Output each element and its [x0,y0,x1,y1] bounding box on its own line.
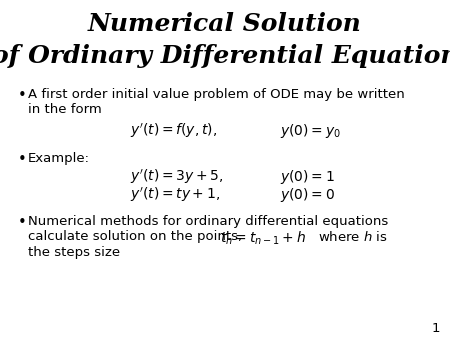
Text: $y(0) = 1$: $y(0) = 1$ [280,168,335,186]
Text: where $h$ is: where $h$ is [318,230,388,244]
Text: •: • [18,215,27,230]
Text: $t_n = t_{n-1} + h$: $t_n = t_{n-1} + h$ [220,230,306,247]
Text: Example:: Example: [28,152,90,165]
Text: $y'(t) = f(y, t),$: $y'(t) = f(y, t),$ [130,122,217,140]
Text: $y'(t) = 3y + 5,$: $y'(t) = 3y + 5,$ [130,168,224,186]
Text: $y(0) = y_0$: $y(0) = y_0$ [280,122,341,140]
Text: calculate solution on the points,: calculate solution on the points, [28,230,242,243]
Text: the steps size: the steps size [28,246,120,259]
Text: $y'(t) = ty + 1,$: $y'(t) = ty + 1,$ [130,186,220,204]
Text: •: • [18,88,27,103]
Text: •: • [18,152,27,167]
Text: Numerical Solution: Numerical Solution [88,12,362,36]
Text: in the form: in the form [28,103,102,116]
Text: Numerical methods for ordinary differential equations: Numerical methods for ordinary different… [28,215,388,228]
Text: of Ordinary Differential Equation: of Ordinary Differential Equation [0,44,450,68]
Text: 1: 1 [432,322,440,335]
Text: A first order initial value problem of ODE may be written: A first order initial value problem of O… [28,88,405,101]
Text: $y(0) = 0$: $y(0) = 0$ [280,186,335,204]
